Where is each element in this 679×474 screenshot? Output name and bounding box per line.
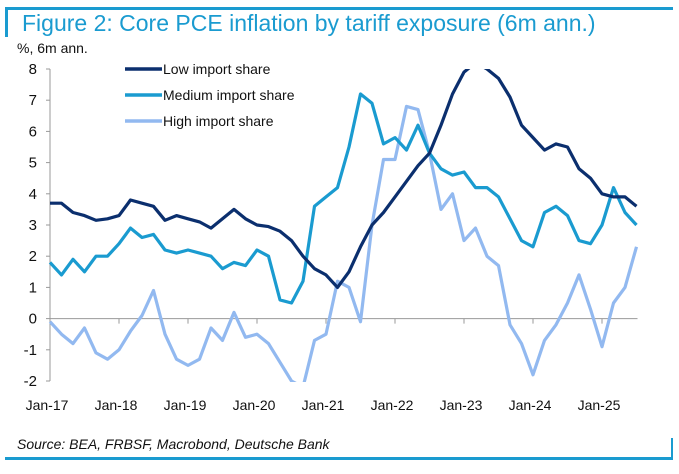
y-tick-label: 8 bbox=[29, 61, 37, 78]
y-tick-label: 4 bbox=[29, 186, 37, 203]
y-tick-label: 6 bbox=[29, 123, 37, 140]
chart-title: Figure 2: Core PCE inflation by tariff e… bbox=[22, 10, 596, 36]
legend-label: Low import share bbox=[163, 61, 271, 77]
frame-top-border bbox=[5, 7, 673, 10]
y-tick-label: 2 bbox=[29, 248, 37, 265]
y-tick-label: 5 bbox=[29, 155, 37, 172]
legend-label: High import share bbox=[163, 113, 274, 129]
frame-left-border bbox=[5, 7, 8, 37]
y-tick-label: 3 bbox=[29, 217, 37, 234]
y-tick-label: 7 bbox=[29, 92, 37, 109]
y-tick-label: 0 bbox=[29, 311, 37, 328]
frame-right-border bbox=[671, 438, 673, 460]
x-tick-label: Jan-25 bbox=[578, 397, 621, 413]
y-tick-label: 1 bbox=[29, 279, 37, 296]
y-tick-label: -2 bbox=[24, 373, 37, 390]
legend-label: Medium import share bbox=[163, 87, 295, 103]
x-tick-label: Jan-21 bbox=[302, 397, 345, 413]
x-tick-label: Jan-18 bbox=[95, 397, 138, 413]
series-line-high-import-share bbox=[48, 104, 639, 382]
x-tick-label: Jan-19 bbox=[164, 397, 207, 413]
source-note: Source: BEA, FRBSF, Macrobond, Deutsche … bbox=[17, 436, 330, 452]
series-line-medium-import-share bbox=[48, 92, 638, 305]
x-tick-label: Jan-24 bbox=[509, 397, 552, 413]
x-tick-label: Jan-20 bbox=[233, 397, 276, 413]
x-tick-label: Jan-17 bbox=[26, 397, 69, 413]
series-line-low-import-share bbox=[50, 69, 638, 289]
y-tick-label: -1 bbox=[24, 342, 37, 359]
x-tick-label: Jan-22 bbox=[371, 397, 414, 413]
y-axis-label: %, 6m ann. bbox=[17, 40, 88, 56]
frame-bottom-border bbox=[5, 457, 673, 460]
x-tick-label: Jan-23 bbox=[440, 397, 483, 413]
